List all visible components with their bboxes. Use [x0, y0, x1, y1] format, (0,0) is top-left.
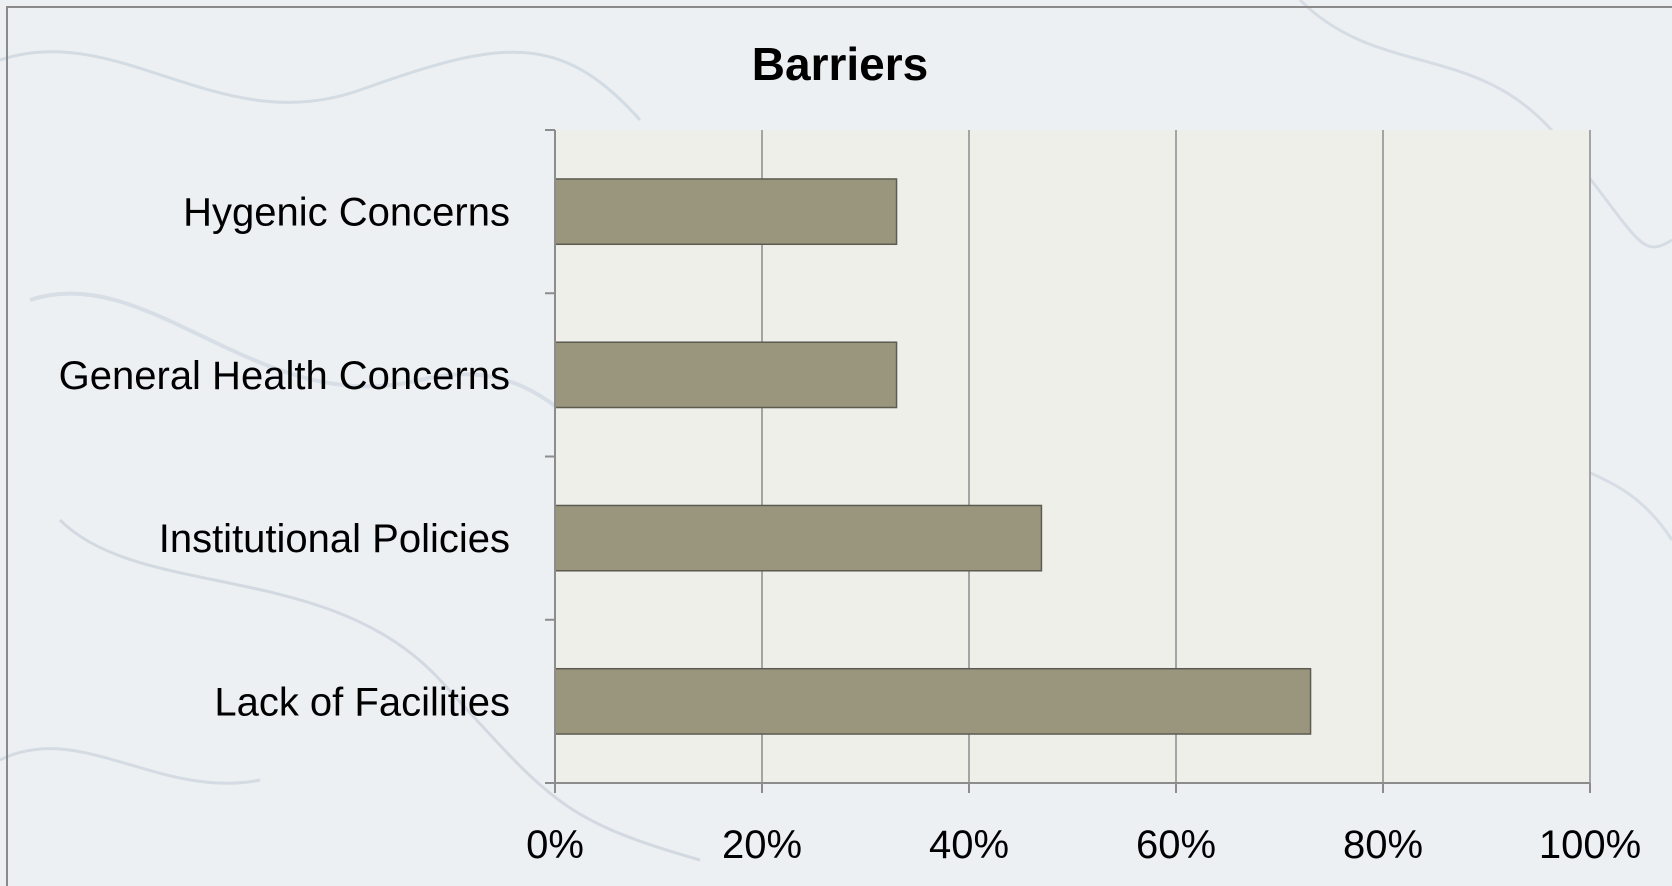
x-tick-label: 100% — [1539, 823, 1641, 867]
x-tick-label: 60% — [1136, 823, 1216, 867]
chart-title: Barriers — [752, 38, 928, 90]
bar — [554, 178, 898, 246]
category-label: Lack of Facilities — [214, 680, 510, 724]
x-tick-label: 40% — [929, 823, 1009, 867]
x-tick-label: 80% — [1343, 823, 1423, 867]
bar — [554, 341, 898, 409]
axes — [545, 129, 1591, 793]
category-label: Institutional Policies — [159, 517, 510, 561]
chart-frame — [6, 6, 1672, 886]
x-tick-label: 20% — [722, 823, 802, 867]
bar — [554, 667, 1312, 735]
x-tick-labels: 0% 20% 40% 60% 80% 100% — [526, 823, 1641, 867]
x-tick-label: 0% — [526, 823, 584, 867]
category-label: Hygenic Concerns — [183, 191, 510, 235]
category-labels: Hygenic Concerns General Health Concerns I… — [59, 191, 510, 725]
bar — [554, 504, 1043, 572]
bars — [554, 178, 1312, 735]
category-label: General Health Concerns — [59, 354, 510, 398]
